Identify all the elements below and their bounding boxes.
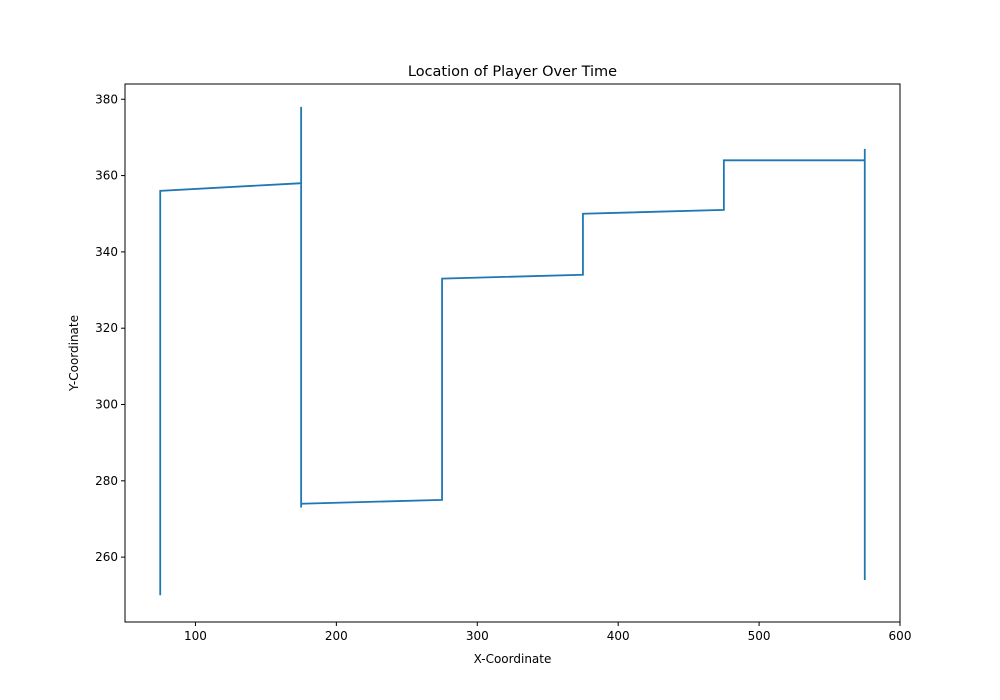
x-tick-label: 200 [325,629,348,643]
series-layer [159,106,866,596]
x-tick-label: 500 [748,629,771,643]
x-axis-label: X-Coordinate [474,652,552,666]
chart-title: Location of Player Over Time [408,64,617,80]
x-axis: 100 200 300 400 500 600 [184,622,911,643]
x-tick-label: 600 [889,629,912,643]
y-axis: 260 280 300 320 340 360 380 [95,92,125,564]
y-tick-label: 260 [95,550,118,564]
y-tick-label: 340 [95,245,118,259]
y-tick-label: 280 [95,474,118,488]
x-tick-label: 400 [607,629,630,643]
x-tick-label: 100 [184,629,207,643]
y-axis-label: Y-Coordinate [67,315,81,392]
series-line [159,106,866,596]
plot-frame [124,83,901,623]
y-tick-label: 360 [95,169,118,183]
y-tick-label: 320 [95,321,118,335]
y-tick-label: 300 [95,398,118,412]
x-tick-label: 300 [466,629,489,643]
y-tick-label: 380 [95,92,118,106]
